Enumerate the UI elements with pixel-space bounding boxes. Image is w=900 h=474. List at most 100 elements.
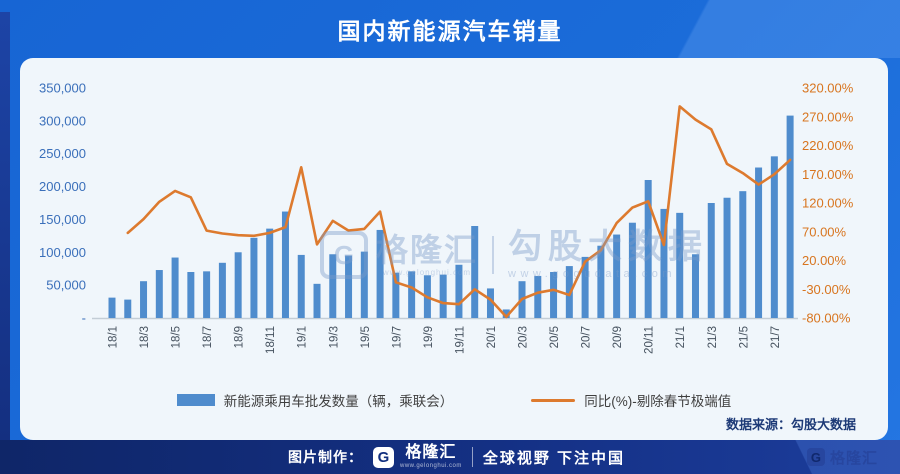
- bar-21/7: [770, 156, 778, 318]
- x-axis-tick: 18/7: [202, 326, 214, 348]
- bar-series-label: 新能源乘用车批发数量（辆，乘联会）: [223, 394, 454, 409]
- legend-item-bar-series: 新能源乘用车批发数量（辆，乘联会）: [176, 390, 454, 410]
- bar-18/10: [250, 237, 258, 318]
- page-title: 国内新能源汽车销量: [337, 18, 563, 44]
- gelonghui-logo-right: G 格隆汇: [806, 447, 878, 468]
- bar-21/8: [786, 115, 794, 318]
- left-axis-tick: 100,000: [39, 245, 86, 260]
- bar-18/5: [171, 257, 179, 318]
- bar-21/2: [691, 254, 699, 318]
- bar-19/6: [376, 229, 384, 318]
- gelonghui-logo-url: www.gelonghui.com: [400, 463, 462, 469]
- x-axis-tick: 19/1: [297, 326, 309, 348]
- bar-20/9: [613, 234, 621, 318]
- bar-20/1: [486, 288, 494, 318]
- right-axis-tick: 120.00%: [802, 196, 854, 211]
- chart-panel: 350,000 300,000 250,000 200,000 150,000 100,0…: [20, 58, 888, 440]
- right-axis-tick: 70.00%: [802, 224, 847, 239]
- left-axis-tick: 300,000: [39, 113, 86, 128]
- bar-19/7: [392, 272, 400, 318]
- right-axis-tick: 320.00%: [802, 81, 854, 96]
- bar-20/5: [550, 272, 558, 318]
- footer-bar: 图片制作： G 格隆汇 www.gelonghui.com 全球视野 下注中国 …: [0, 440, 900, 474]
- bar-18/7: [203, 271, 211, 318]
- x-axis-tick: 18/5: [171, 326, 183, 348]
- bar-19/3: [329, 254, 337, 318]
- bar-19/12: [471, 226, 479, 318]
- right-axis-tick: 270.00%: [802, 109, 854, 124]
- bar-18/2: [124, 299, 132, 318]
- footer-divider: [471, 447, 473, 467]
- bar-20/2: [502, 309, 510, 318]
- line-series-swatch: [531, 398, 576, 402]
- line-series-label: 同比(%)-剔除春节极端值: [584, 394, 732, 409]
- gelonghui-logo-right-text: 格隆汇: [829, 449, 878, 467]
- x-axis-tick: 18/9: [234, 326, 246, 348]
- footer-slogan: 全球视野 下注中国: [482, 449, 626, 467]
- left-axis-tick: -: [82, 311, 86, 326]
- x-axis-tick: 19/11: [454, 326, 466, 354]
- gelonghui-logo-text: 格隆汇: [405, 444, 457, 461]
- gelonghui-logo-right-icon: G: [806, 448, 825, 466]
- bar-19/5: [360, 251, 368, 318]
- bar-19/2: [313, 283, 321, 318]
- bar-20/11: [644, 180, 652, 318]
- x-axis-tick: 19/7: [391, 326, 403, 348]
- x-axis-tick: 18/1: [108, 326, 120, 348]
- bar-series-swatch: [176, 394, 215, 406]
- right-axis-tick: 20.00%: [802, 253, 847, 268]
- x-axis-tick: 20/3: [518, 326, 530, 348]
- bar-18/8: [218, 262, 226, 318]
- bar-18/1: [108, 297, 116, 318]
- bar-19/1: [297, 254, 305, 318]
- x-axis-tick: 18/3: [139, 326, 151, 348]
- x-axis-tick: 20/5: [549, 326, 561, 348]
- data-source-note: 数据来源：勾股大数据: [725, 417, 856, 432]
- bar-18/12: [281, 211, 289, 318]
- left-axis-tick: 150,000: [39, 212, 86, 227]
- x-axis-tick: 18/11: [265, 326, 277, 354]
- bar-19/4: [345, 255, 353, 318]
- bar-18/6: [187, 272, 195, 318]
- yoy-line: [126, 105, 792, 319]
- chart-legend: 新能源乘用车批发数量（辆，乘联会） 同比(%)-剔除春节极端值: [20, 390, 888, 410]
- x-axis-tick: 20/7: [581, 326, 593, 348]
- bar-21/4: [723, 197, 731, 318]
- x-axis-tick: 21/1: [675, 326, 687, 348]
- bar-20/8: [597, 245, 605, 318]
- bar-18/4: [155, 270, 163, 318]
- bar-18/9: [234, 252, 242, 318]
- bar-21/1: [676, 212, 684, 318]
- bar-18/3: [140, 281, 148, 318]
- right-axis-tick: -30.00%: [802, 282, 851, 297]
- x-axis-tick: 19/3: [328, 326, 340, 348]
- bar-20/7: [581, 256, 589, 318]
- right-axis-tick: 170.00%: [802, 167, 854, 182]
- legend-item-line-series: 同比(%)-剔除春节极端值: [531, 390, 731, 410]
- bar-21/3: [707, 203, 715, 318]
- x-axis-tick: 21/5: [738, 326, 750, 348]
- footer-credit-label: 图片制作：: [288, 449, 363, 465]
- x-axis-tick: 19/5: [360, 326, 372, 348]
- left-accent-stripe: [0, 12, 10, 440]
- combo-chart: 350,000 300,000 250,000 200,000 150,000 100,0…: [39, 81, 854, 354]
- x-axis-tick: 21/3: [707, 326, 719, 348]
- bar-20/4: [534, 275, 542, 318]
- left-axis-tick: 250,000: [39, 146, 86, 161]
- right-axis-tick: -80.00%: [802, 311, 851, 326]
- bar-21/5: [739, 191, 747, 318]
- bar-21/6: [755, 167, 763, 318]
- bar-20/10: [628, 222, 636, 318]
- x-axis-tick: 21/7: [770, 326, 782, 348]
- x-axis-tick: 20/11: [644, 326, 656, 354]
- bar-19/8: [408, 271, 416, 318]
- x-axis-tick: 20/1: [486, 326, 498, 348]
- gelonghui-logo-icon: G: [373, 446, 394, 468]
- bar-20/12: [660, 208, 668, 318]
- right-axis-tick: 220.00%: [802, 138, 854, 153]
- left-axis-tick: 50,000: [46, 278, 86, 293]
- x-axis-tick: 19/9: [423, 326, 435, 348]
- bar-19/11: [455, 264, 463, 318]
- left-axis-tick: 350,000: [39, 81, 86, 96]
